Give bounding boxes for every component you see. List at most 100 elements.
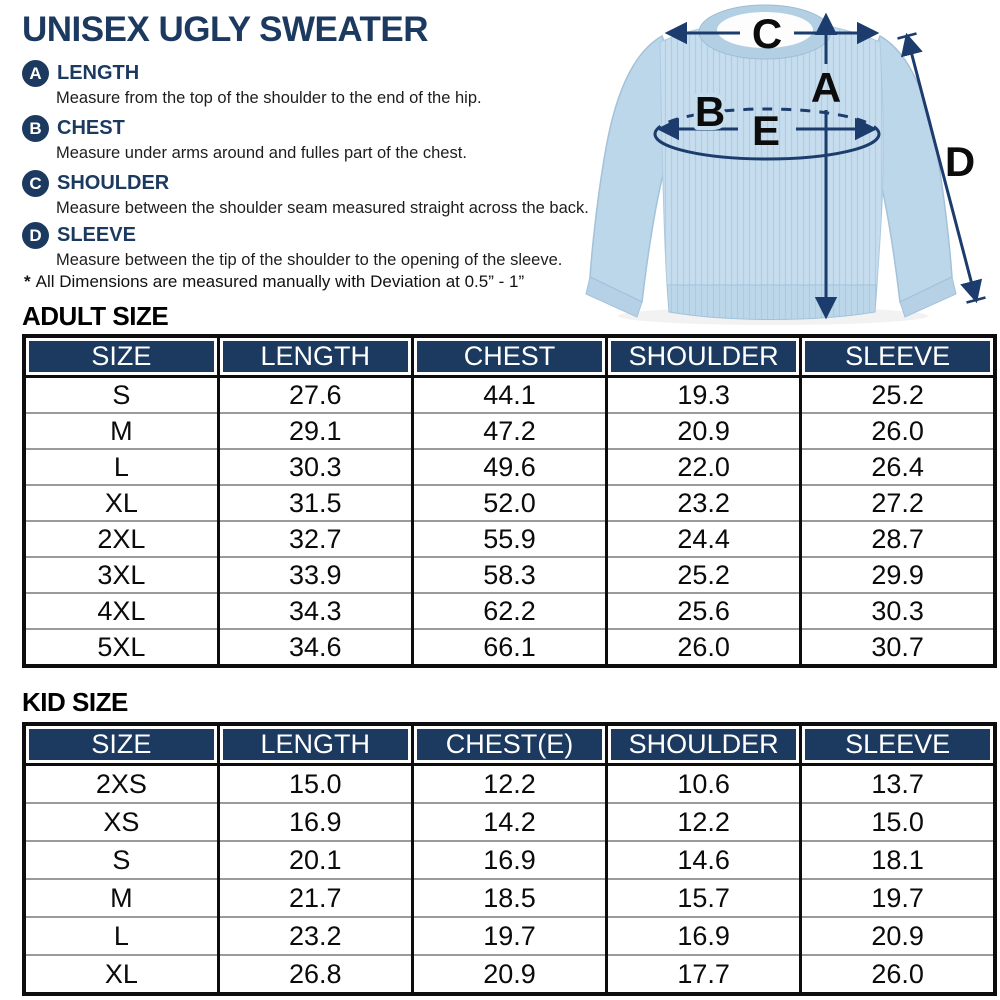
value-cell: 10.6 <box>605 763 803 803</box>
value-cell: 25.2 <box>799 375 997 413</box>
column-header: SLEEVE <box>799 334 997 378</box>
value-cell: 25.6 <box>605 592 803 629</box>
diagram-label-a: A <box>811 64 841 111</box>
value-cell: 17.7 <box>605 954 803 994</box>
value-cell: 23.2 <box>605 484 803 521</box>
column-header: SHOULDER <box>605 334 803 378</box>
column-header: LENGTH <box>216 334 414 378</box>
size-cell: S <box>22 375 220 413</box>
column-header: CHEST(E) <box>410 722 609 766</box>
value-cell: 12.2 <box>410 763 609 803</box>
column-header: CHEST <box>410 334 609 378</box>
sweater-diagram: C A B E D <box>580 0 1000 333</box>
page-title: UNISEX UGLY SWEATER <box>22 10 429 49</box>
table-row: M 29.1 47.2 20.9 26.0 <box>22 412 997 449</box>
letter-a-badge: A <box>22 60 49 87</box>
size-cell: XL <box>22 954 220 994</box>
header-row: SIZE LENGTH CHEST SHOULDER SLEEVE <box>22 334 997 378</box>
value-cell: 66.1 <box>410 628 609 666</box>
value-cell: 31.5 <box>216 484 414 521</box>
letter-d-badge: D <box>22 222 49 249</box>
measurement-item-shoulder: C SHOULDER Measure between the shoulder … <box>22 170 589 218</box>
value-cell: 23.2 <box>216 916 414 955</box>
value-cell: 19.7 <box>799 878 997 917</box>
table-row: M 21.7 18.5 15.7 19.7 <box>22 878 997 917</box>
sweater-illustration: C A B E D <box>585 4 986 325</box>
letter-b-badge: B <box>22 115 49 142</box>
size-cell: S <box>22 840 220 879</box>
table-row: 2XS 15.0 12.2 10.6 13.7 <box>22 763 997 803</box>
measurement-item-sleeve: D SLEEVE Measure between the tip of the … <box>22 222 562 270</box>
size-cell: 5XL <box>22 628 220 666</box>
value-cell: 62.2 <box>410 592 609 629</box>
value-cell: 25.2 <box>605 556 803 593</box>
column-header: SIZE <box>22 722 220 766</box>
table-row: L 23.2 19.7 16.9 20.9 <box>22 916 997 955</box>
size-cell: XS <box>22 802 220 841</box>
measurement-item-length: A LENGTH Measure from the top of the sho… <box>22 60 482 108</box>
arrow-d-cap-top <box>897 32 917 40</box>
value-cell: 34.3 <box>216 592 414 629</box>
chest-ellipse-top <box>653 107 881 135</box>
value-cell: 49.6 <box>410 448 609 485</box>
value-cell: 29.1 <box>216 412 414 449</box>
table-row: L 30.3 49.6 22.0 26.4 <box>22 448 997 485</box>
value-cell: 19.3 <box>605 375 803 413</box>
sweater-body-rib <box>660 21 884 285</box>
value-cell: 32.7 <box>216 520 414 557</box>
size-cell: 3XL <box>22 556 220 593</box>
adult-size-table: SIZE LENGTH CHEST SHOULDER SLEEVE S 27.6 44.1 19… <box>22 334 997 668</box>
value-cell: 26.0 <box>799 412 997 449</box>
value-cell: 19.7 <box>410 916 609 955</box>
size-cell: 2XL <box>22 520 220 557</box>
measure-description: Measure between the shoulder seam measur… <box>56 199 589 217</box>
size-cell: 2XS <box>22 763 220 803</box>
value-cell: 44.1 <box>410 375 609 413</box>
value-cell: 20.9 <box>410 954 609 994</box>
measure-label: CHEST <box>57 117 125 139</box>
value-cell: 20.1 <box>216 840 414 879</box>
table-row: 2XL 32.7 55.9 24.4 28.7 <box>22 520 997 557</box>
value-cell: 15.0 <box>216 763 414 803</box>
measure-label: SHOULDER <box>57 172 170 194</box>
column-header: SHOULDER <box>605 722 803 766</box>
letter-c-badge: C <box>22 170 49 197</box>
value-cell: 28.7 <box>799 520 997 557</box>
asterisk: * <box>24 272 31 291</box>
measure-label: LENGTH <box>57 62 140 84</box>
table-row: 4XL 34.3 62.2 25.6 30.3 <box>22 592 997 629</box>
diagram-label-c: C <box>752 10 782 57</box>
table-row: XL 31.5 52.0 23.2 27.2 <box>22 484 997 521</box>
table-row: 5XL 34.6 66.1 26.0 30.7 <box>22 628 997 666</box>
value-cell: 18.5 <box>410 878 609 917</box>
diagram-label-d: D <box>945 138 975 185</box>
value-cell: 14.6 <box>605 840 803 879</box>
left-sleeve <box>589 34 673 304</box>
table-row: XL 26.8 20.9 17.7 26.0 <box>22 954 997 994</box>
size-cell: M <box>22 412 220 449</box>
value-cell: 47.2 <box>410 412 609 449</box>
table-row: S 27.6 44.1 19.3 25.2 <box>22 375 997 413</box>
value-cell: 21.7 <box>216 878 414 917</box>
value-cell: 30.3 <box>216 448 414 485</box>
table-row: S 20.1 16.9 14.6 18.1 <box>22 840 997 879</box>
deviation-note: * All Dimensions are measured manually wi… <box>24 272 524 292</box>
value-cell: 20.9 <box>799 916 997 955</box>
size-cell: 4XL <box>22 592 220 629</box>
value-cell: 34.6 <box>216 628 414 666</box>
diagram-label-b: B <box>695 88 725 135</box>
value-cell: 33.9 <box>216 556 414 593</box>
kid-size-heading: KID SIZE <box>22 687 128 717</box>
note-text: All Dimensions are measured manually wit… <box>35 272 525 291</box>
kid-size-table: SIZE LENGTH CHEST(E) SHOULDER SLEEVE 2XS 15.0 1… <box>22 722 997 996</box>
value-cell: 15.0 <box>799 802 997 841</box>
value-cell: 24.4 <box>605 520 803 557</box>
value-cell: 30.7 <box>799 628 997 666</box>
measure-description: Measure from the top of the shoulder to … <box>56 89 482 107</box>
value-cell: 26.8 <box>216 954 414 994</box>
value-cell: 30.3 <box>799 592 997 629</box>
hem-band-rib <box>667 285 877 320</box>
measurement-item-chest: B CHEST Measure under arms around and fu… <box>22 115 467 163</box>
size-cell: L <box>22 448 220 485</box>
